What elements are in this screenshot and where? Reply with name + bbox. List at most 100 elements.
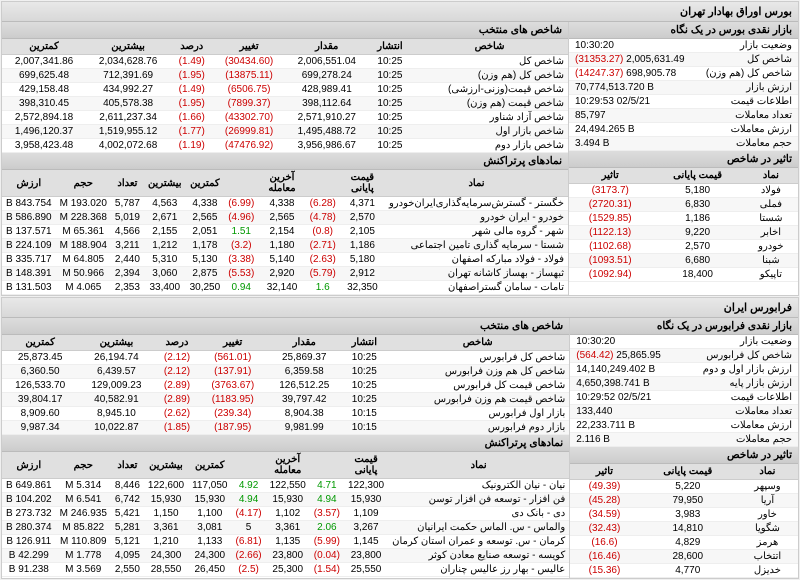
cell: 2,440 [111,253,144,267]
cell: (34.59) [570,508,638,522]
cell: 14,810 [639,522,737,536]
table-row[interactable]: فولاد5,180(3173.7) [569,184,798,198]
table-row[interactable]: اخابر9,220(1122.13) [569,226,798,240]
glance-row: تعداد معاملات133,440 [570,405,798,419]
cell: (1122.13) [569,226,651,240]
cell: 1,180 [258,239,305,253]
cell: 10:25 [369,139,411,153]
col-header: درصد [170,39,213,55]
table-row[interactable]: خودرو2,570(1102.68) [569,240,798,254]
table-row[interactable]: تامات - سامان گستراصفهان32,3501.632,1400… [2,281,568,295]
cell: (1.54) [310,563,344,577]
table-row[interactable]: فملی6,830(2720.31) [569,198,798,212]
cell: 6,359.58 [266,365,342,379]
table-row[interactable]: عالیس - بهار رز عالیس چناران25,550(1.54)… [2,563,569,577]
table-row[interactable]: شهر - گروه مالی شهر2,105(0.8)2,1541.512,… [2,225,568,239]
table-row[interactable]: فولاد - فولاد مبارکه اصفهان5,180(2.63)5,… [2,253,568,267]
table-row[interactable]: شاخص قیمت (هم وزن)10:25398,112.64(7899.3… [2,97,568,111]
cell: 2,920 [258,267,305,281]
table-row[interactable]: هرمز4,829(16.6) [570,536,798,550]
cell: 10:15 [342,407,386,421]
cell: 3,267 [344,521,388,535]
table-row[interactable]: فن افزار - توسعه فن افزار توسن15,9304.94… [2,493,569,507]
cell: 2,051 [186,225,225,239]
cell: 1,100 [188,507,231,521]
table-row[interactable]: وسپهر5,220(49.39) [570,480,798,494]
cell: (49.39) [570,480,638,494]
cell: 5,019 [111,211,144,225]
cell: (3173.7) [569,184,651,198]
cell: (5.99) [310,535,344,549]
col-header: آخرین معامله [266,452,310,479]
table-row[interactable]: خدیزل4,770(15.36) [570,564,798,578]
table-row[interactable]: شاخص کل هم وزن فرابورس10:256,359.58(137.… [2,365,569,379]
cell: 1,145 [344,535,388,549]
table-row[interactable]: کرمان - س. توسعه و عمران استان کرمان1,14… [2,535,569,549]
col-header: بیشترین [86,39,170,55]
glance-row: حجم معاملات2.116 B [570,433,798,447]
glance-row: ارزش معاملات22,233.711 B [570,419,798,433]
cell: 28,600 [639,550,737,564]
table-row[interactable]: شاخص قیمت(وزنی-ارزشی)10:25428,989.41(650… [2,83,568,97]
cell: والماس - س. الماس حکمت ایرانیان [388,521,569,535]
tse-section: بورس اوراق بهادار تهران بازار نقدی بورس … [1,1,799,296]
cell: 1,212 [144,239,186,253]
col-header: نماد [385,170,568,197]
cell: شاخص قیمت کل فرابورس [386,379,569,393]
table-row[interactable]: شگویا14,810(32.43) [570,522,798,536]
col-header: حجم [56,452,111,479]
table-row[interactable]: تاپیکو18,400(1092.94) [569,268,798,282]
cell: 4.71 [310,479,344,493]
table-row[interactable]: شاخص قیمت کل فرابورس10:25126,512.25(3763… [2,379,569,393]
cell: 335.717 B [2,253,56,267]
cell: شاخص بازار اول [411,125,568,139]
cell: 110.809 M [56,535,111,549]
table-row[interactable]: شاخص آزاد شناور10:252,571,910.27(43302.7… [2,111,568,125]
table-row[interactable]: کویسه - توسعه صنایع معادن کوثر23,800(0.0… [2,549,569,563]
cell: 126,533.70 [2,379,78,393]
cell: 6,360.50 [2,365,78,379]
cell: 586.890 B [2,211,56,225]
col-header: ارزش [2,170,56,197]
table-row[interactable]: ثبهساز - بهساز کاشانه تهران2,912(5.79)2,… [2,267,568,281]
table-row[interactable]: شاخص کل10:252,006,551.04(30434.60)(1.49)… [2,55,568,69]
table-row[interactable]: شاخص کل (هم وزن)10:25699,278.24(13875.11… [2,69,568,83]
cell: (6.81) [231,535,265,549]
table-row[interactable]: نیان - نیان الکترونیک122,3004.71122,5504… [2,479,569,493]
cell: 246.935 M [56,507,111,521]
table-row[interactable]: شاخص قیمت هم وزن فرابورس10:2539,797.42(1… [2,393,569,407]
table-row[interactable]: خاور3,983(34.59) [570,508,798,522]
table-row[interactable]: شستا1,186(1529.85) [569,212,798,226]
table-row[interactable]: خگستر - گسترش‌سرمایه‌گذاری‌ایران‌خودرو4,… [2,197,568,211]
table-row[interactable]: خودرو - ایران‌ خودرو2,570(4.78)2,565(4.9… [2,211,568,225]
glance-row: شاخص کل (هم وزن)(14247.37) 698,905.78 [569,67,798,81]
table-row[interactable]: شاخص بازار اول10:251,495,488.72(26999.81… [2,125,568,139]
table-row[interactable]: شبنا6,680(1093.51) [569,254,798,268]
table-row[interactable]: دی - بانک دی1,109(3.57)1,102(4.17)1,1001… [2,507,569,521]
cell: (1.49) [170,83,213,97]
cell: (187.95) [199,421,266,435]
cell: 5,180 [651,184,743,198]
cell: (4.96) [224,211,258,225]
cell: (1.85) [155,421,200,435]
table-row[interactable]: شاخص کل فرابورس10:2525,869.37(561.01)(2.… [2,351,569,365]
cell: 50.966 M [56,267,111,281]
table-row[interactable]: اتتخاب28,600(16.46) [570,550,798,564]
table-row[interactable]: شاخص بازار دوم10:253,956,986.67(47476.92… [2,139,568,153]
cell: 5,281 [111,521,144,535]
cell: 3,211 [111,239,144,253]
cell: 712,391.69 [86,69,170,83]
cell: 39,797.42 [266,393,342,407]
table-row[interactable]: بازار دوم فرابورس10:159,981.99(187.95)(1… [2,421,569,435]
table-row[interactable]: والماس - س. الماس حکمت ایرانیان3,2672.06… [2,521,569,535]
col-header: تاثیر [570,464,638,480]
cell: 6,439.57 [78,365,154,379]
table-row[interactable]: آریا79,950(45.28) [570,494,798,508]
cell: وسپهر [737,480,798,494]
cell: 9,981.99 [266,421,342,435]
col-header: بیشترین [144,170,186,197]
cell: 405,578.38 [86,97,170,111]
table-row[interactable]: بازار اول فرابورس10:158,904.38(239.34)(2… [2,407,569,421]
ifb-selected-title: شاخص های منتخب [2,318,569,335]
table-row[interactable]: شستا - سرمایه گذاری تامین اجتماعی1,186(2… [2,239,568,253]
